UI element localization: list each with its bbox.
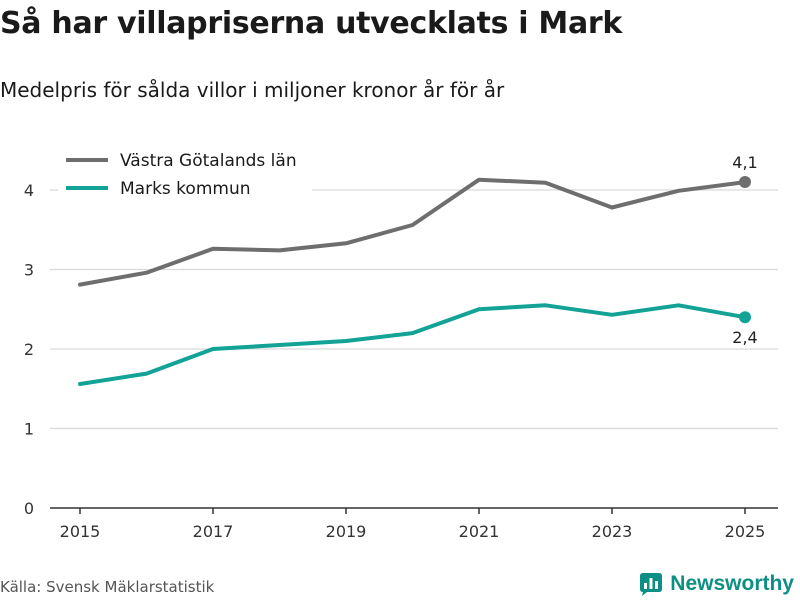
y-axis-tick-labels: 0 1 2 3 4: [24, 181, 34, 518]
brand-name: Newsworthy: [670, 572, 794, 595]
y-tick-label: 2: [24, 340, 34, 359]
x-tick-label: 2021: [459, 522, 500, 541]
bar-chart-logo-icon: [640, 573, 663, 596]
legend-label-1: Västra Götalands län: [120, 151, 297, 171]
brand-logo: Newsworthy: [638, 570, 794, 598]
x-tick-label: 2023: [592, 522, 633, 541]
legend-background: [58, 145, 312, 201]
y-tick-label: 3: [24, 261, 34, 280]
x-tick-label: 2025: [725, 522, 766, 541]
chart-title: Så har villapriserna utvecklats i Mark: [0, 6, 623, 41]
end-value-label-1: 4,1: [732, 153, 757, 172]
series-end-point-1: [739, 176, 751, 189]
x-tick-label: 2015: [60, 522, 101, 541]
legend-label-2: Marks kommun: [120, 179, 251, 199]
legend: Västra Götalands län Marks kommun: [58, 145, 312, 201]
x-tick-label: 2019: [326, 522, 367, 541]
series-line-1: [78, 177, 747, 287]
y-tick-label: 1: [24, 420, 34, 439]
series-lines: [78, 176, 751, 386]
source-note: Källa: Svensk Mäklarstatistik: [0, 578, 215, 596]
x-tick-label: 2017: [193, 522, 234, 541]
x-axis: 2015 2017 2019 2021 2023 2025: [50, 507, 778, 541]
y-tick-label: 0: [24, 499, 34, 518]
end-value-label-2: 2,4: [732, 328, 757, 347]
y-tick-label: 4: [24, 181, 34, 200]
series-line-2: [78, 303, 747, 386]
chart-subtitle: Medelpris för sålda villor i miljoner kr…: [0, 78, 505, 102]
end-labels: 4,1 2,4: [732, 153, 757, 347]
series-end-point-2: [739, 311, 751, 324]
